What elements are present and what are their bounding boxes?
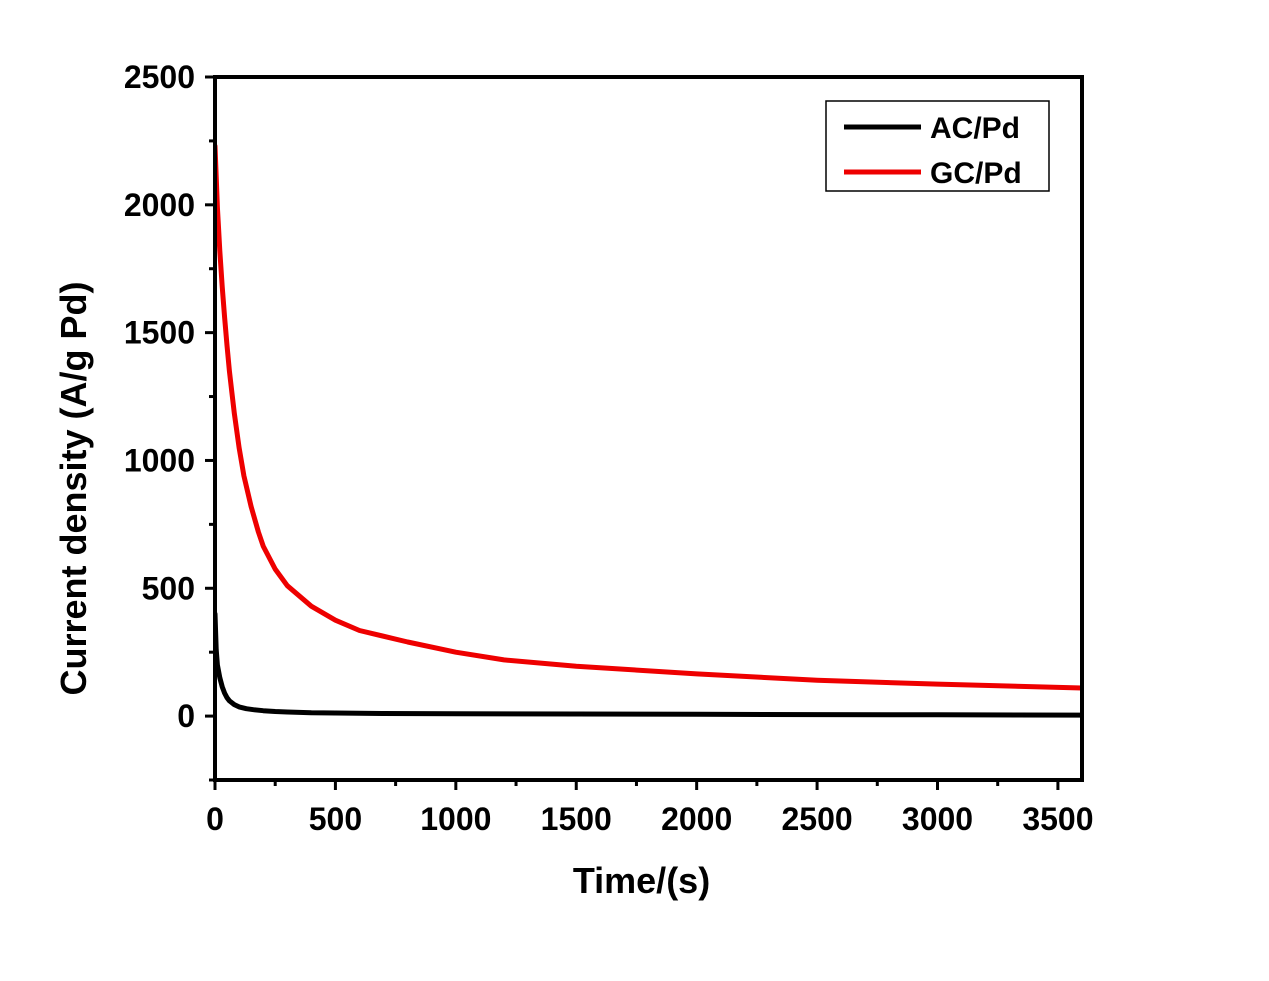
- axes: 0 500 1000 1500 2000 2500 3000 3500 0 500 1000 1500…: [53, 59, 1094, 901]
- x-tick-label: 2500: [781, 801, 852, 837]
- x-tick-label: 3000: [902, 801, 973, 837]
- y-tick-label: 500: [142, 570, 195, 606]
- x-tick-label: 1500: [541, 801, 612, 837]
- series-line-gc-pd: [215, 143, 1082, 691]
- x-tick-label: 3500: [1022, 801, 1093, 837]
- legend-box: [825, 100, 1050, 192]
- x-axis-title: Time/(s): [573, 860, 710, 901]
- y-tick-label: 1500: [124, 315, 195, 351]
- legend: AC/Pd GC/Pd: [825, 100, 1050, 192]
- x-tick-label: 2000: [661, 801, 732, 837]
- x-tick-label: 500: [309, 801, 362, 837]
- plot-frame: [213, 75, 1084, 782]
- y-tick-label: 2500: [124, 59, 195, 95]
- series-line-ac-pd: [215, 611, 1082, 718]
- x-tick-label: 0: [206, 801, 224, 837]
- y-axis-title: Current density (A/g Pd): [53, 281, 94, 695]
- legend-label: GC/Pd: [930, 157, 1022, 190]
- legend-label: AC/Pd: [930, 112, 1020, 145]
- x-tick-label: 1000: [420, 801, 491, 837]
- y-tick-label: 0: [177, 698, 195, 734]
- y-tick-label: 1000: [124, 442, 195, 478]
- y-tick-label: 2000: [124, 187, 195, 223]
- plot-area: [215, 143, 1082, 718]
